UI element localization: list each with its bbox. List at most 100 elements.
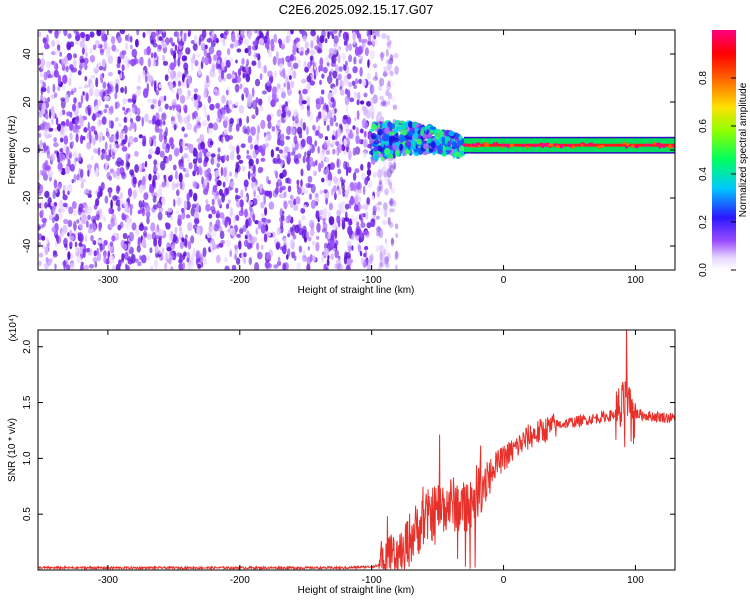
noise-blob [387,178,391,186]
noise-blob [278,38,282,45]
noise-blob [306,126,309,136]
spectrogram-y-label: Frequency (Hz) [7,116,18,185]
noise-blob [298,45,302,53]
noise-blob [345,203,350,210]
noise-blob [238,159,244,164]
noise-blob [351,80,356,86]
onset-blob [458,146,465,152]
y-tick-label: 1.5 [22,395,33,409]
noise-blob [145,210,151,218]
noise-blob [99,243,105,251]
noise-blob [247,93,253,104]
noise-blob [221,136,224,144]
noise-blob [366,168,372,177]
noise-blob [42,121,47,126]
signal-blob [553,143,557,147]
noise-blob [319,209,324,216]
noise-blob [165,222,171,230]
noise-blob [127,187,133,198]
noise-blob [378,84,383,92]
noise-blob [92,44,97,51]
noise-blob [73,53,77,59]
noise-blob [74,118,78,127]
noise-blob [302,225,307,235]
noise-blob [183,238,188,247]
noise-blob [71,179,75,184]
noise-blob [293,255,297,261]
noise-blob [360,163,364,171]
noise-blob [165,180,170,189]
noise-blob [301,204,308,209]
noise-blob [122,200,129,208]
noise-blob [62,194,68,201]
noise-blob [230,150,235,161]
noise-blob [275,146,280,152]
noise-blob [183,145,188,150]
noise-blob [320,160,324,169]
noise-blob [157,44,162,50]
noise-blob [296,126,303,135]
noise-blob [161,196,166,206]
noise-blob [185,47,191,55]
noise-blob [76,219,80,224]
noise-blob [363,106,368,116]
noise-blob [204,56,210,66]
noise-blob [250,172,256,178]
noise-blob [97,191,101,200]
signal-blob [669,144,672,147]
noise-blob [307,246,310,251]
noise-blob [309,157,314,167]
noise-blob [40,224,44,229]
noise-blob [326,124,330,132]
noise-blob [169,174,173,181]
noise-blob [187,143,192,149]
noise-blob [364,230,369,236]
noise-blob [347,225,353,236]
x-tick-label: -200 [230,575,250,586]
noise-blob [371,38,378,46]
noise-blob [178,172,183,183]
noise-blob [40,201,44,210]
noise-blob [60,97,66,102]
noise-blob [312,124,316,131]
noise-blob [41,244,46,249]
noise-blob [178,40,183,46]
noise-blob [153,52,157,59]
noise-blob [382,220,387,226]
noise-blob [197,121,201,127]
noise-blob [176,31,180,40]
noise-blob [139,163,143,173]
noise-blob [295,196,301,205]
noise-blob [238,240,242,250]
noise-blob [372,30,378,37]
noise-blob [261,217,267,223]
noise-blob [283,200,288,210]
noise-blob [333,114,337,123]
noise-blob [147,98,153,104]
noise-blob [157,211,163,221]
noise-blob [89,190,92,195]
noise-blob [90,125,96,132]
noise-blob [58,152,64,162]
noise-blob [263,233,268,243]
noise-blob [358,237,362,243]
noise-blob [379,77,385,87]
noise-blob [109,241,114,247]
noise-blob [206,151,211,157]
noise-blob [251,87,255,98]
noise-blob [125,219,131,230]
noise-blob [176,196,181,207]
signal-blob [508,143,515,147]
noise-blob [72,59,77,68]
noise-blob [327,31,330,40]
y-tick-label: 20 [22,96,33,108]
snr-panel: -300 -200 -100 0 100 0.5 1.0 1.5 2.0 Height of … [7,314,676,596]
noise-blob [224,256,228,263]
noise-blob [275,242,280,250]
noise-blob [67,190,70,195]
noise-blob [108,175,113,181]
noise-blob [290,194,294,200]
noise-blob [189,262,195,268]
noise-blob [349,181,355,192]
noise-blob [223,128,229,135]
